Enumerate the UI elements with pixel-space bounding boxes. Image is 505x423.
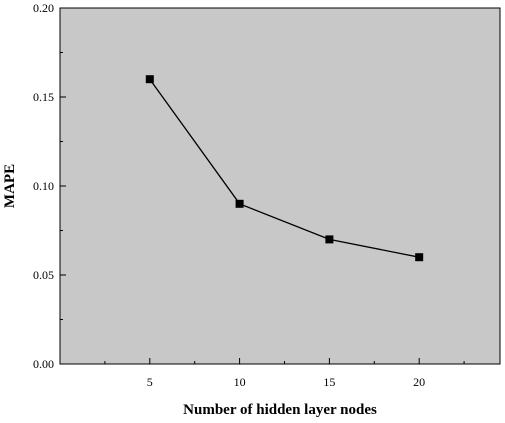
data-point-marker: [145, 75, 154, 84]
data-point-marker: [415, 253, 424, 262]
y-tick-label: 0.05: [33, 268, 54, 282]
data-point-marker: [235, 199, 244, 208]
x-tick-label: 5: [147, 375, 153, 389]
plot-area: [59, 7, 501, 365]
y-tick-label: 0.20: [33, 1, 54, 15]
x-axis-ticks: 5 10 15 20: [104, 358, 465, 389]
data-point-marker: [325, 235, 334, 244]
x-tick-label: 15: [323, 375, 335, 389]
series-line: [149, 78, 420, 258]
x-axis-title: Number of hidden layer nodes: [183, 402, 377, 418]
x-tick-label: 20: [413, 375, 425, 389]
y-tick-label: 0.15: [33, 90, 54, 104]
y-axis-title: MAPE: [2, 164, 18, 208]
y-tick-label: 0.10: [33, 179, 54, 193]
x-tick-label: 10: [234, 375, 246, 389]
y-tick-label: 0.00: [33, 357, 54, 371]
y-axis-ticks: 0.00 0.05 0.10 0.15 0.20: [33, 1, 66, 371]
series-group: [145, 75, 424, 262]
